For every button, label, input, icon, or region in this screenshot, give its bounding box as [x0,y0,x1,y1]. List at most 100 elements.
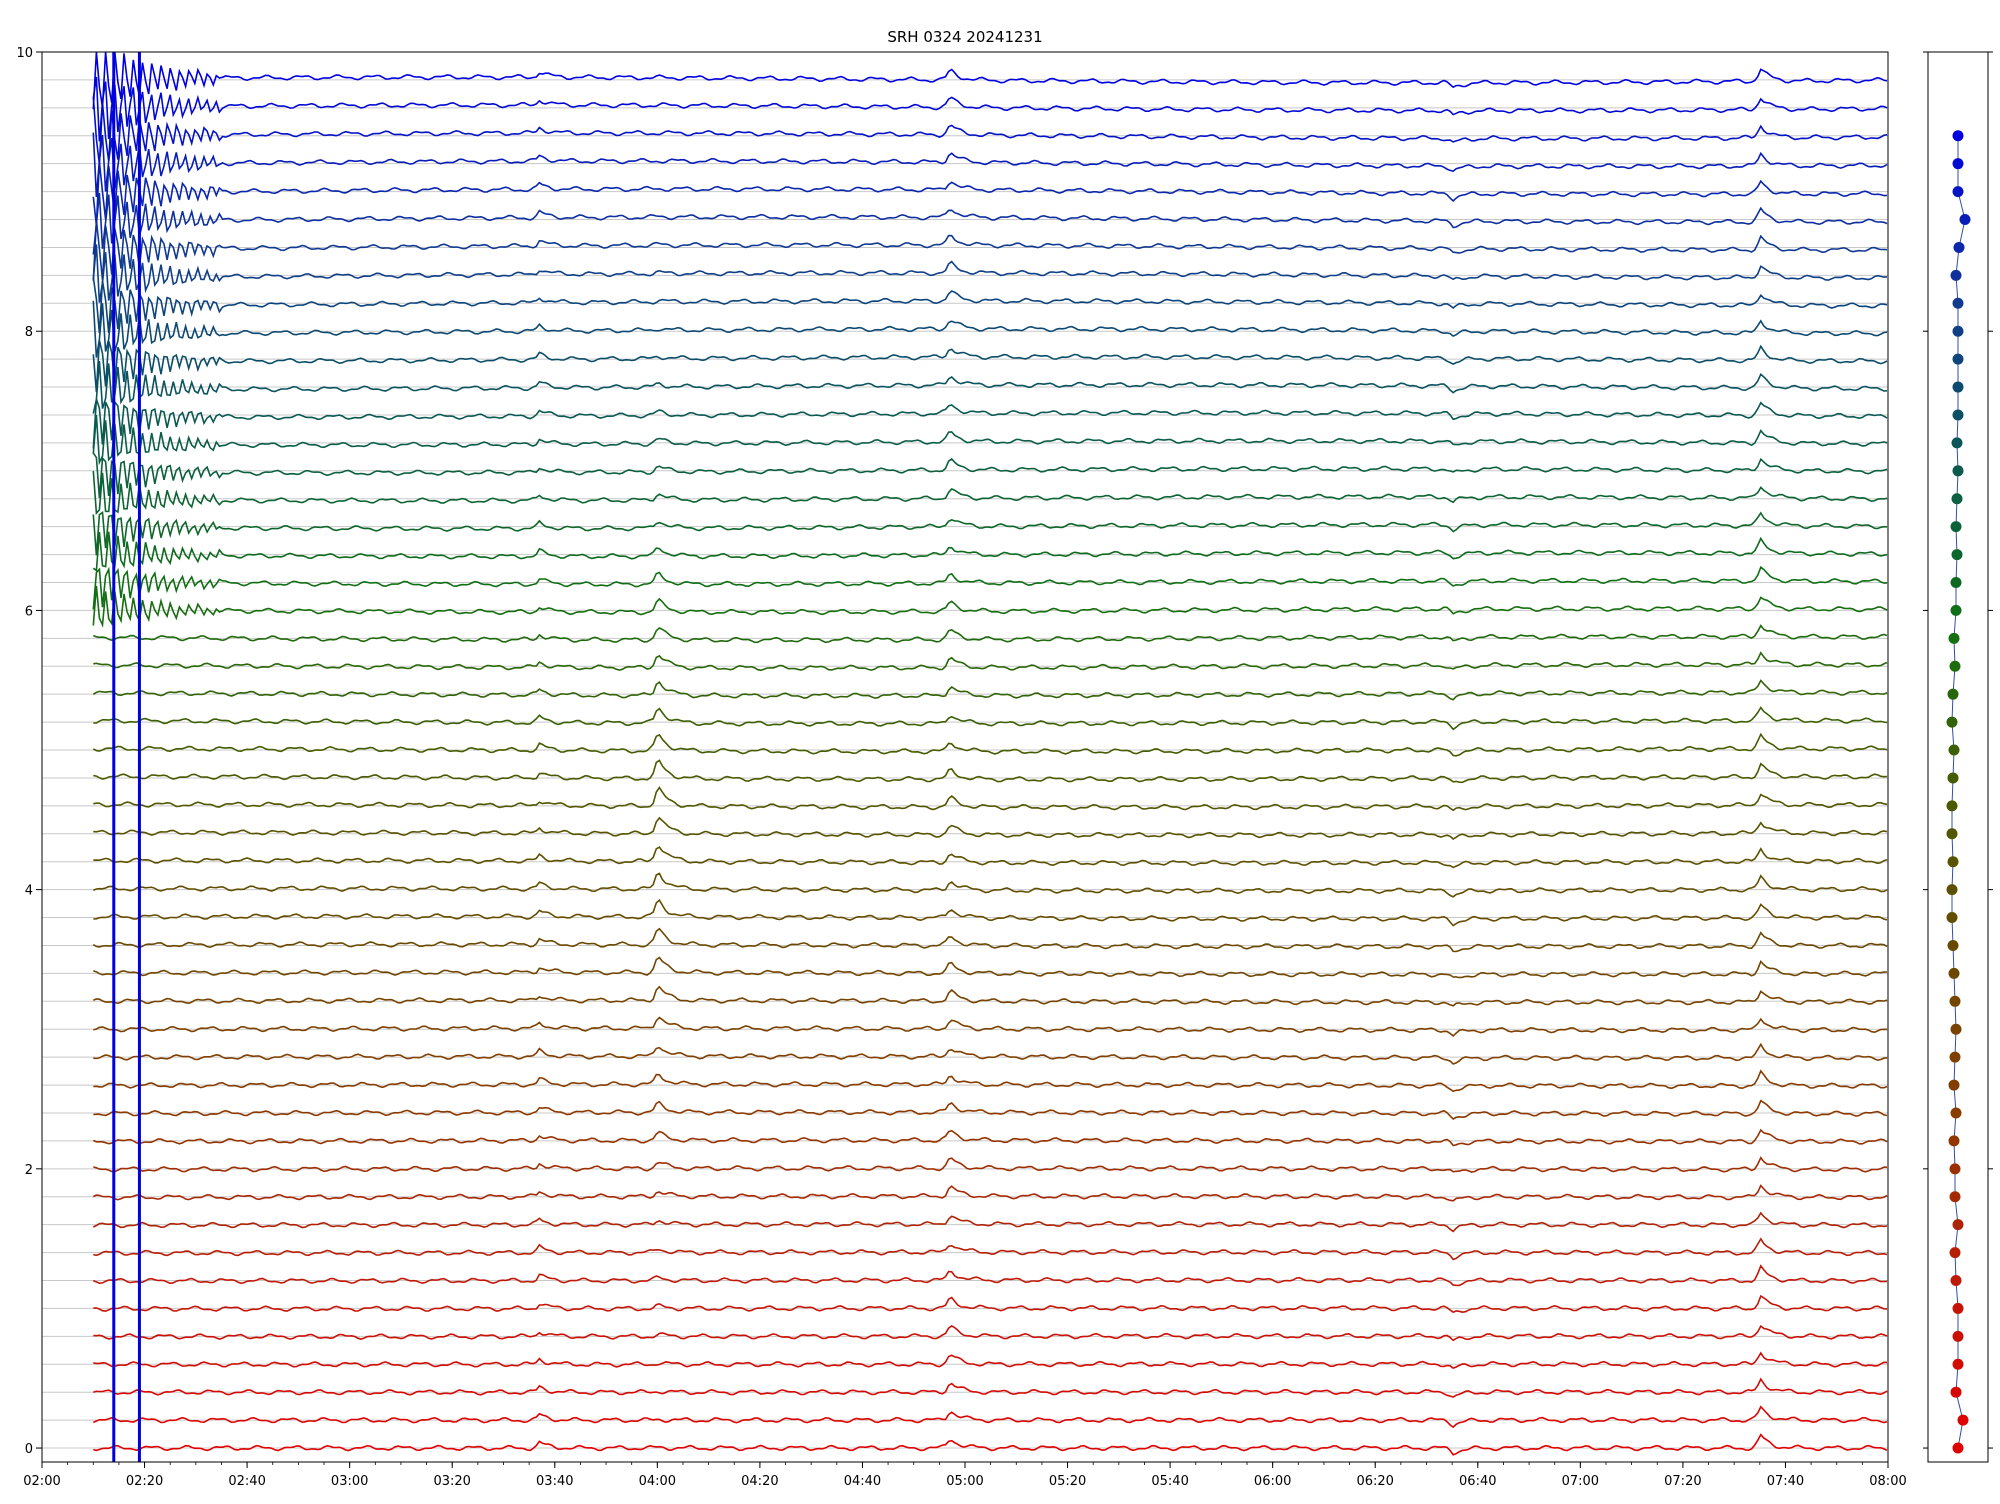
y-tick-label: 8 [25,325,33,340]
side-point [1950,1386,1962,1398]
y-tick-label: 4 [25,884,33,899]
side-point [1952,1302,1964,1314]
trace-series-48 [92,96,1888,165]
trace-series-15 [93,1042,1888,1065]
trace-series-22 [93,846,1888,869]
trace-series-2 [92,1405,1888,1429]
side-point [1952,1219,1964,1231]
trace-lines [92,51,1888,1462]
trace-series-6 [93,1294,1888,1314]
x-tick-label: 08:00 [1869,1474,1906,1489]
trace-series-16 [93,1016,1888,1037]
trace-series-34 [92,511,1888,556]
trace-series-32 [92,565,1888,610]
side-point [1953,241,1965,253]
side-point [1947,688,1959,700]
side-point [1946,800,1958,812]
x-tick-label: 02:00 [23,1474,60,1489]
trace-series-39 [92,361,1888,414]
trace-series-24 [93,786,1888,812]
trace-series-41 [92,300,1888,358]
side-point [1950,521,1962,533]
trace-series-37 [92,415,1888,466]
trace-series-45 [92,192,1888,255]
side-point [1950,269,1962,281]
x-tick-label: 02:20 [126,1474,163,1489]
trace-series-38 [92,398,1888,449]
trace-series-30 [93,624,1888,644]
trace-series-47 [92,132,1888,197]
side-point [1950,576,1962,588]
x-tick-label: 04:00 [639,1474,676,1489]
trace-series-10 [92,1184,1888,1202]
trace-series-23 [93,816,1888,840]
trace-series-11 [93,1156,1887,1173]
side-point [1950,604,1962,616]
side-point [1952,158,1964,170]
trace-series-7 [93,1264,1888,1287]
trace-series-29 [93,651,1888,672]
trace-series-46 [92,161,1888,226]
side-point [1948,632,1960,644]
trace-series-4 [93,1351,1888,1369]
side-point [1951,493,1963,505]
trace-series-3 [93,1377,1888,1398]
side-point [1949,1247,1961,1259]
trace-series-31 [92,585,1888,628]
side-point [1952,1358,1964,1370]
x-axis-ticks: 02:00 02:20 02:40 03:00 03:20 03:40 04:00 04:20… [23,1462,1907,1489]
trace-series-49 [92,76,1888,142]
trace-series-12 [92,1128,1888,1147]
trace-series-50 [92,51,1888,110]
side-point [1952,381,1964,393]
trace-series-9 [92,1211,1888,1233]
side-point [1951,437,1963,449]
side-point [1948,744,1960,756]
side-point [1957,1414,1969,1426]
x-tick-label: 04:40 [844,1474,881,1489]
trace-series-8 [93,1237,1888,1261]
y-tick-label: 10 [16,46,33,61]
trace-series-18 [93,956,1888,979]
x-tick-label: 05:20 [1049,1474,1086,1489]
side-point [1946,828,1958,840]
trace-series-36 [92,452,1888,498]
trace-series-27 [93,706,1888,731]
trace-series-21 [92,872,1888,898]
side-point [1952,325,1964,337]
x-tick-label: 03:40 [536,1474,573,1489]
side-point [1947,939,1959,951]
side-point [1949,660,1961,672]
side-point [1952,353,1964,365]
trace-series-13 [93,1099,1888,1120]
side-point [1948,1079,1960,1091]
x-tick-label: 06:40 [1459,1474,1496,1489]
x-tick-label: 07:00 [1562,1474,1599,1489]
trace-series-17 [92,985,1888,1007]
trace-series-26 [92,732,1888,757]
x-tick-label: 06:00 [1254,1474,1291,1489]
trace-series-42 [92,277,1888,334]
side-point [1946,716,1958,728]
trace-series-43 [92,244,1888,303]
side-point [1950,1107,1962,1119]
side-point [1951,549,1963,561]
side-point [1950,1275,1962,1287]
x-tick-label: 02:40 [228,1474,265,1489]
side-point [1952,297,1964,309]
trace-series-5 [93,1324,1888,1342]
trace-series-20 [93,898,1888,927]
x-tick-label: 04:20 [741,1474,778,1489]
side-point [1946,884,1958,896]
y-axis-ticks: 0 2 4 6 8 10 [16,46,42,1457]
side-point [1949,1051,1961,1063]
trace-series-25 [93,759,1888,784]
side-point [1946,912,1958,924]
side-points [1946,130,1971,1454]
trace-series-33 [92,531,1888,573]
y-tick-label: 6 [25,604,33,619]
side-point [1948,967,1960,979]
side-point [1952,130,1964,142]
